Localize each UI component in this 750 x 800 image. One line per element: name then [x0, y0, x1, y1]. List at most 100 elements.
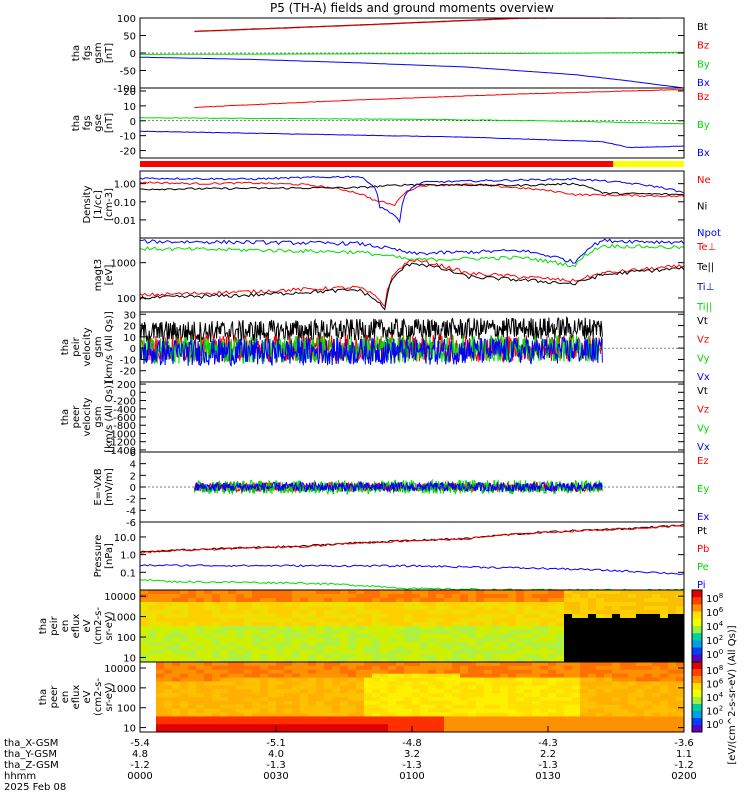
y-tick-label: 4 — [130, 460, 136, 471]
y-axis-label: eflux — [71, 685, 82, 710]
y-tick-label: 1.00 — [114, 180, 136, 191]
y-tick-label: -50 — [120, 67, 136, 78]
x-axis-value-z: -1.3 — [402, 760, 422, 771]
y-tick-label: -600 — [113, 413, 136, 424]
colorbar-tick-label: 108 — [706, 664, 723, 677]
y-tick-label: -2 — [126, 495, 136, 506]
y-axis-label: fgs — [82, 115, 93, 130]
panel-density: 1.00 0.10 0.01 Density [1/cc] [cm-3] Ne Ni Npot — [82, 170, 721, 239]
legend-Pi: Pi — [697, 580, 706, 591]
y-tick-label: 0 — [130, 483, 136, 494]
x-axis-value-hhmm: 0200 — [671, 771, 696, 782]
legend-Pe: Pe — [697, 562, 709, 573]
legend-Ne: Ne — [697, 175, 711, 186]
legend-Vt: Vt — [697, 316, 708, 327]
y-axis-label: tha — [60, 339, 71, 355]
x-axis-row-label: tha_Y-GSM — [4, 749, 57, 760]
y-tick-label: 0.10 — [114, 198, 136, 209]
y-tick-label: 2 — [130, 471, 136, 482]
spectrogram-peir-spectrogram — [140, 590, 684, 662]
y-tick-label: 0 — [130, 344, 136, 355]
colorbar-tick-label: 106 — [706, 678, 724, 691]
x-axis-value-x: -5.4 — [130, 738, 150, 749]
colorbar-step — [692, 633, 702, 641]
y-axis-label: (cm2-s- — [93, 678, 104, 716]
legend-By: By — [697, 59, 710, 70]
legend-Te||: Te|| — [696, 262, 714, 273]
x-axis-value-x: -4.8 — [402, 738, 422, 749]
x-axis-value-y: 4.0 — [268, 749, 284, 760]
y-axis-label: (cm2-s- — [93, 607, 104, 645]
x-axis-value-x: -4.3 — [538, 738, 558, 749]
y-tick-label: -200 — [113, 397, 136, 408]
panel-pressure: 10.0 1.0 0.1 Pressure [nPa] Pt Pb Pe Pi — [93, 521, 709, 591]
y-axis-label: [nPa] — [104, 543, 115, 569]
plot-title: P5 (TH-A) fields and ground moments over… — [270, 1, 554, 15]
y-tick-label: 10000 — [104, 664, 136, 675]
colorbar-step — [692, 640, 702, 649]
colorbar-step — [692, 697, 702, 705]
x-axis-value-x: -3.6 — [674, 738, 694, 749]
y-tick-label: 0 — [130, 49, 136, 60]
colorbar-tick-label: 106 — [706, 606, 724, 619]
x-axis-value-z: -1.2 — [130, 760, 150, 771]
y-axis-label: tha — [71, 115, 82, 131]
y-tick-label: -100 — [113, 84, 136, 95]
y-axis-label: eV — [82, 619, 93, 632]
x-axis-value-hhmm: 0130 — [535, 771, 560, 782]
colorbar-step — [692, 683, 702, 691]
y-axis-label: tha — [38, 689, 49, 705]
y-axis-label: [nT] — [104, 43, 115, 63]
series-Bz — [194, 89, 684, 108]
colorbar-step — [692, 626, 702, 634]
series-Ne — [140, 181, 684, 207]
x-axis-row-label: hhmm — [4, 771, 36, 782]
legend-Vz: Vz — [697, 405, 709, 416]
legend-Te⊥: Te⊥ — [696, 242, 716, 253]
panel-peer-spectrogram: 10000 1000 100 10 tha peer en eflux eV (cm2-s-sr-… — [38, 661, 685, 735]
legend-Ti||: Ti|| — [696, 302, 712, 313]
colorbar-tick-label: 100 — [706, 648, 723, 661]
y-axis-label: E=-VxB — [93, 468, 104, 505]
colorbar-tick-label: 100 — [706, 718, 723, 731]
y-axis-label: [1/cc] — [93, 190, 104, 219]
y-tick-label: -1000 — [107, 429, 136, 440]
panel-frame — [139, 87, 685, 159]
y-axis-label: gsm — [93, 42, 104, 63]
legend-Ex: Ex — [697, 512, 709, 523]
series-Npot — [140, 175, 684, 224]
y-tick-label: 100 — [117, 633, 136, 644]
series-Ni — [140, 182, 684, 196]
y-tick-label: 10.0 — [114, 533, 136, 544]
legend-Bx: Bx — [697, 78, 710, 89]
legend-Ti⊥: Ti⊥ — [696, 282, 714, 293]
y-axis-label: eV — [82, 690, 93, 703]
x-axis-value-y: 1.1 — [676, 749, 692, 760]
colorbar-step — [692, 618, 702, 627]
series-By — [140, 51, 684, 55]
y-axis-label: eflux — [71, 614, 82, 639]
y-axis-label: [km/s (All Qs)] — [104, 381, 115, 453]
y-axis-label: [eV] — [104, 265, 115, 286]
colorbar-step — [692, 662, 702, 670]
legend-Vy: Vy — [697, 423, 710, 434]
y-tick-label: 10000 — [104, 592, 136, 603]
series-Bz — [194, 18, 684, 33]
x-axis-value-z: -1.3 — [266, 760, 286, 771]
series-Ti⊥ — [140, 238, 684, 264]
y-tick-label: 20 — [123, 87, 136, 98]
series-Bx — [140, 56, 684, 88]
y-tick-label: 100 — [117, 14, 136, 25]
y-axis-label: magt3 — [93, 259, 104, 292]
y-axis-label: [km/s (All Qs)] — [104, 311, 115, 383]
colorbar-tick-label: 104 — [706, 620, 724, 633]
y-tick-label: -400 — [113, 405, 136, 416]
x-axis-row-label: tha_X-GSM — [4, 738, 58, 749]
y-axis-label: velocity — [82, 327, 93, 366]
colorbar-step — [692, 654, 702, 663]
y-tick-label: 10 — [123, 724, 136, 735]
x-axis-value-z: -1.2 — [674, 760, 694, 771]
